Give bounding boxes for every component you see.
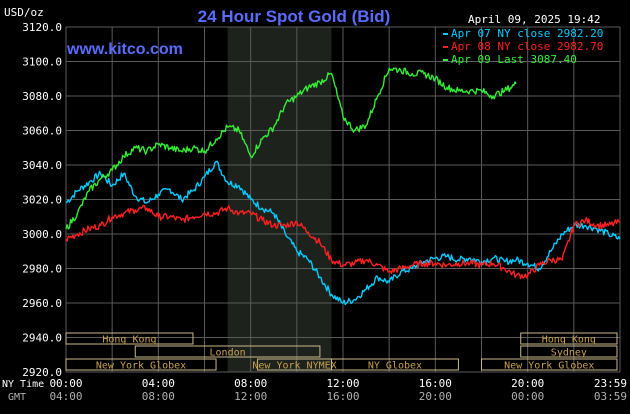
market-session-label: Sydney (551, 348, 587, 359)
market-session-label: New York Globex (504, 361, 594, 372)
legend-item: Apr 08 NY close 2982.70 (451, 40, 603, 53)
x-tick-ny: 08:00 (234, 377, 267, 390)
y-unit-label: USD/oz (4, 6, 44, 19)
series-line-2 (65, 204, 621, 280)
legend-swatch (443, 33, 448, 35)
x-axis-ny-label: NY Time (2, 379, 44, 390)
y-tick-label: 3080.0 (22, 90, 62, 103)
x-tick-ny: 00:00 (49, 377, 82, 390)
x-tick-ny: 20:00 (511, 377, 544, 390)
market-session-bar (330, 358, 459, 371)
timestamp: April 09, 2025 19:42 (468, 13, 600, 26)
y-axis-ticks: 3120.0 3100.0 3080.0 3060.0 3040.0 3020.0 3000… (22, 21, 62, 379)
market-session-label: New York Globex (96, 361, 186, 372)
x-tick-gmt: 00:00 (511, 390, 544, 403)
y-tick-label: 2940.0 (22, 332, 62, 345)
grid-lines (65, 26, 621, 373)
x-axis-ticks: 00:0004:0004:0008:0008:0012:0012:0016:00… (49, 377, 627, 403)
y-tick-label: 3060.0 (22, 125, 62, 138)
legend-swatch (443, 59, 448, 61)
site-watermark: www.kitco.com (66, 41, 183, 58)
legend-item: Apr 07 NY close 2982.20 (451, 27, 603, 40)
market-session-bar (134, 345, 321, 358)
market-session-label: Hong Kong (102, 335, 156, 346)
market-session-label: NY Globex (368, 361, 422, 372)
y-tick-label: 3020.0 (22, 194, 62, 207)
market-session-bar (65, 332, 194, 345)
market-session-bar (481, 358, 618, 371)
x-tick-ny: 04:00 (142, 377, 175, 390)
x-tick-ny: 16:00 (419, 377, 452, 390)
series-line-3 (65, 67, 517, 230)
y-tick-label: 3000.0 (22, 228, 62, 241)
chart-title: 24 Hour Spot Gold (Bid) (198, 7, 391, 26)
market-session-bar (65, 358, 217, 371)
y-tick-label: 3120.0 (22, 21, 62, 34)
x-tick-gmt: 12:00 (234, 390, 267, 403)
x-tick-gmt: 04:00 (49, 390, 82, 403)
x-axis-gmt-label: GMT (8, 392, 26, 403)
y-tick-label: 2980.0 (22, 263, 62, 276)
market-session-label: New York NYMEX (252, 361, 336, 372)
x-tick-gmt: 16:00 (326, 390, 359, 403)
y-tick-label: 2960.0 (22, 297, 62, 310)
series-lines (65, 67, 621, 306)
y-tick-label: 3100.0 (22, 56, 62, 69)
x-tick-ny: 23:59 (594, 377, 627, 390)
legend-item: Apr 09 Last 3087.40 (451, 53, 577, 66)
x-tick-gmt: 20:00 (419, 390, 452, 403)
legend-swatch (443, 46, 448, 48)
y-tick-label: 3040.0 (22, 159, 62, 172)
series-line-1 (65, 160, 621, 306)
x-tick-ny: 12:00 (326, 377, 359, 390)
market-session-label: Hong Kong (542, 335, 596, 346)
x-tick-gmt: 03:59 (594, 390, 627, 403)
market-session-bar (520, 345, 618, 358)
market-session-bar (520, 332, 618, 345)
market-session-label: London (210, 348, 246, 359)
x-tick-gmt: 08:00 (142, 390, 175, 403)
y-tick-label: 2920.0 (22, 366, 62, 379)
market-sessions: Hong Kong Hong Kong London Sydney New York G… (65, 332, 618, 372)
